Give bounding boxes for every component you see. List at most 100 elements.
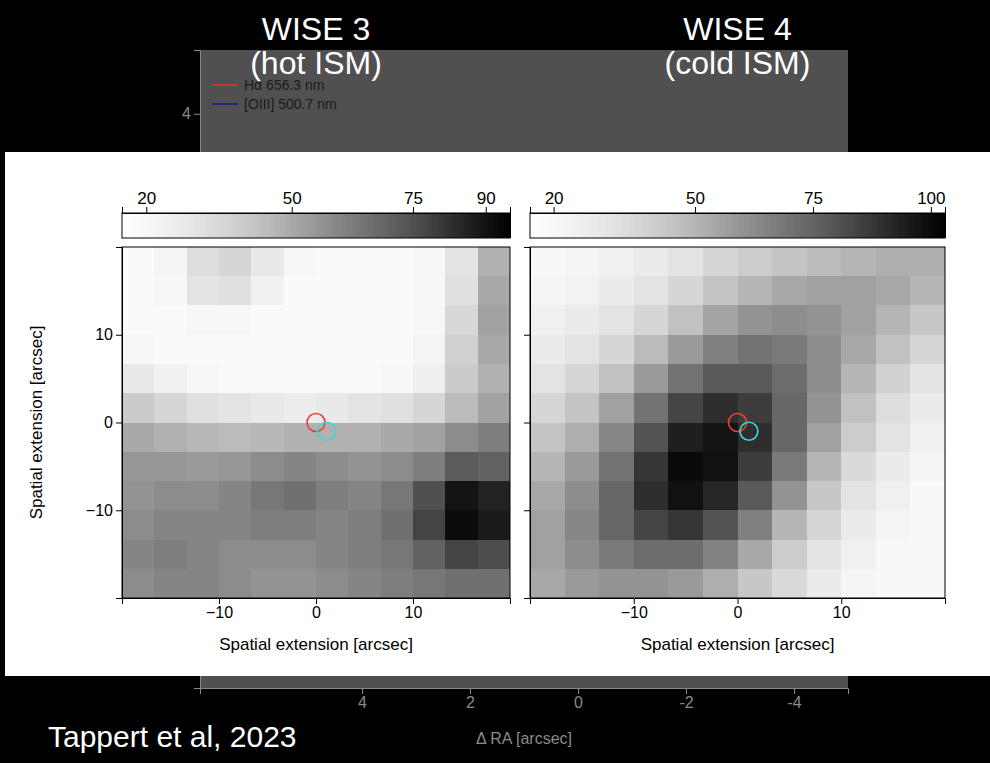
heatmap-cell <box>807 510 842 540</box>
heatmap-cell <box>284 247 317 277</box>
heatmap-cell <box>634 452 669 482</box>
tick-mark <box>116 335 122 336</box>
colorbar-step <box>910 213 914 238</box>
colorbar-step <box>355 213 359 238</box>
heatmap-cell <box>876 393 911 423</box>
position-circle <box>729 414 747 432</box>
heatmap-cell <box>703 364 738 394</box>
x-axis-line <box>123 599 511 605</box>
heatmap-cell <box>841 481 876 511</box>
tick: 10 <box>405 598 423 621</box>
heatmap-cell <box>381 247 414 277</box>
heatmap-cell <box>565 423 600 453</box>
colorbar-step <box>779 213 783 238</box>
colorbar-step <box>219 213 223 238</box>
heatmap-cell <box>445 423 478 453</box>
colorbar-step <box>222 213 226 238</box>
heatmap-cell <box>122 276 155 306</box>
colorbar-step <box>935 213 939 238</box>
heatmap-cell <box>284 510 317 540</box>
heatmap-cell <box>316 510 349 540</box>
heatmap-cell <box>219 393 252 423</box>
heatmap-cell <box>154 247 187 277</box>
colorbar-frame <box>530 213 945 238</box>
colorbar-step <box>287 213 291 238</box>
colorbar-step <box>886 213 890 238</box>
heatmap-cell <box>634 423 669 453</box>
colorbar-step <box>814 213 818 238</box>
colorbar-step <box>248 213 252 238</box>
heatmap-cell <box>807 364 842 394</box>
heatmap-cell <box>841 423 876 453</box>
colorbar-step <box>177 213 181 238</box>
tick-label: 0 <box>104 414 113 431</box>
heatmap-cell <box>122 452 155 482</box>
colorbar-step <box>530 213 534 238</box>
y-axis <box>524 248 531 599</box>
colorbar-step <box>807 213 811 238</box>
heatmap-cell <box>841 305 876 335</box>
colorbar-step <box>668 213 672 238</box>
heatmap-cell <box>910 423 945 453</box>
colorbar-step <box>699 213 703 238</box>
heatmap-cell <box>565 335 600 365</box>
heatmap-cell <box>703 276 738 306</box>
colorbar <box>122 213 511 238</box>
colorbar-step <box>141 213 145 238</box>
tick-mark <box>578 688 579 694</box>
colorbar-step <box>225 213 229 238</box>
tick: 20 <box>545 189 564 213</box>
x-axis-title: Spatial extension [arcsec] <box>219 635 413 654</box>
heatmap-cell <box>122 335 155 365</box>
colorbar-step <box>455 213 459 238</box>
heatmap-cell <box>599 452 634 482</box>
tick: −10 <box>621 598 648 621</box>
heatmap-cell <box>251 335 284 365</box>
heatmap-cell <box>565 540 600 570</box>
heatmap-cell <box>284 452 317 482</box>
heatmap-cell <box>154 276 187 306</box>
heatmap-cell <box>876 452 911 482</box>
tick-label: -4 <box>787 694 801 711</box>
tick-label: 90 <box>477 189 496 208</box>
colorbar-step <box>689 213 693 238</box>
heatmap-cell <box>876 540 911 570</box>
heatmap-cell <box>668 364 703 394</box>
heatmap-cell <box>910 364 945 394</box>
heatmap-cell <box>772 335 807 365</box>
colorbar-step <box>907 213 911 238</box>
heatmap-cell <box>910 305 945 335</box>
heatmap-cell <box>122 510 155 540</box>
colorbar-step <box>322 213 326 238</box>
heatmap-cell <box>807 540 842 570</box>
heatmap-cell <box>381 393 414 423</box>
heatmap-cell <box>348 335 381 365</box>
heatmap-cell <box>668 452 703 482</box>
heatmap-cell <box>219 276 252 306</box>
colorbar-step <box>890 213 894 238</box>
heatmap-cell <box>251 569 284 598</box>
heatmap-cell <box>284 569 317 598</box>
colorbar-step <box>762 213 766 238</box>
colorbar-step <box>491 213 495 238</box>
heatmap-cell <box>348 247 381 277</box>
colorbar-step <box>481 213 485 238</box>
colorbar-step <box>758 213 762 238</box>
heatmap-cell <box>876 481 911 511</box>
y-axis: −10010 <box>86 248 123 599</box>
tick: 90 <box>477 189 496 213</box>
colorbar-step <box>883 213 887 238</box>
heatmap-cell <box>530 452 565 482</box>
colorbar-step <box>348 213 352 238</box>
heatmap-cell <box>910 247 945 277</box>
tick: 75 <box>404 189 423 213</box>
heatmap-cell <box>381 423 414 453</box>
heatmap-cell <box>772 569 807 598</box>
tick-mark <box>194 114 200 115</box>
heatmap-cell <box>530 276 565 306</box>
colorbar-axis-line <box>531 207 946 214</box>
heatmap-cell <box>876 510 911 540</box>
heatmap-cell <box>703 423 738 453</box>
colorbar-step <box>497 213 501 238</box>
heatmap-cell <box>703 452 738 482</box>
